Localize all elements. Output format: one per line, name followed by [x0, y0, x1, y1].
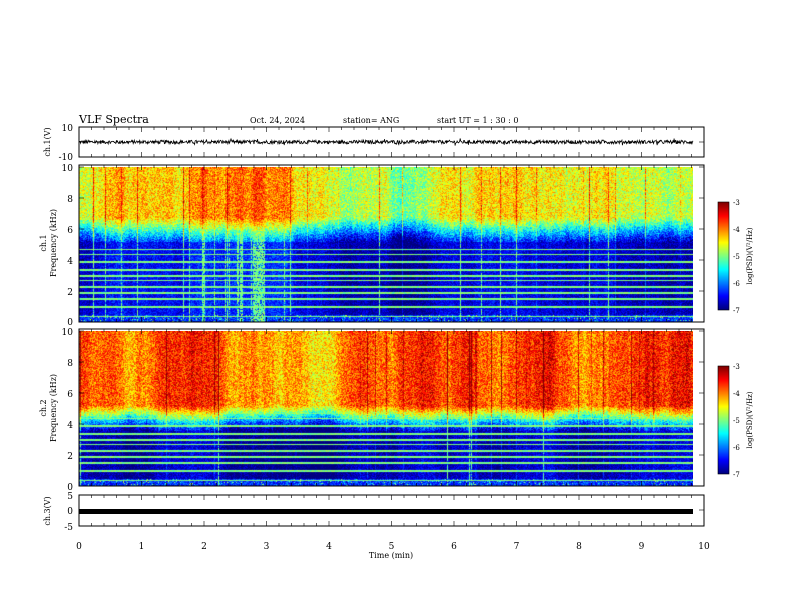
ch2-spectrogram-ylabel: Frequency (kHz) [49, 374, 58, 442]
ch1-colorbar-label: log(PSD)(V²/Hz) [746, 227, 754, 284]
ch2-cb-tick-m6: -6 [733, 444, 740, 452]
figure-title: VLF Spectra [78, 113, 149, 126]
ch3-waveform-ylabel: ch.3(V) [43, 496, 52, 525]
ch1-freq-tick-2: 2 [67, 288, 73, 298]
ch3-ytick-mid: 0 [67, 507, 73, 517]
ch2-colorbar [718, 366, 729, 474]
ch1-spectrogram-yticks: 0 2 4 6 8 10 [62, 164, 74, 328]
ch3-ytick-bottom: -5 [64, 523, 73, 533]
xtick-10: 10 [698, 542, 710, 552]
xtick-7: 7 [514, 542, 520, 552]
xtick-0: 0 [76, 542, 82, 552]
xtick-1: 1 [139, 542, 145, 552]
header-start-time: start UT = 1 : 30 : 0 [437, 116, 518, 125]
ch2-cb-tick-m7: -7 [733, 471, 740, 479]
ch3-waveform-panel: 5 0 -5 ch.3(V) [43, 492, 705, 533]
ch1-ytick-bottom: -10 [59, 153, 74, 163]
xtick-2: 2 [201, 542, 207, 552]
ch2-spectrogram-panel: 0 2 4 6 8 10 ch.2 Frequency (kHz) -3 -4 … [39, 328, 754, 493]
x-axis: 0 1 2 3 4 5 6 7 8 9 10 Time (min) [76, 542, 710, 560]
xtick-4: 4 [326, 542, 332, 552]
ch2-colorbar-frame [717, 365, 730, 475]
ch1-freq-tick-10: 10 [62, 164, 74, 174]
ch2-freq-tick-10: 10 [62, 328, 74, 338]
xtick-3: 3 [264, 542, 270, 552]
ch1-waveform-ylabel: ch.1(V) [43, 127, 52, 156]
ch1-colorbar-frame [717, 201, 730, 311]
ch1-cb-tick-m7: -7 [733, 307, 740, 315]
ch1-waveform-trace [78, 137, 694, 146]
ch1-spectrogram-image [79, 167, 693, 322]
xtick-8: 8 [576, 542, 582, 552]
ch2-colorbar-label: log(PSD)(V²/Hz) [746, 391, 754, 448]
ch2-cb-tick-m5: -5 [733, 417, 740, 425]
header-date: Oct. 24, 2024 [250, 116, 305, 125]
xtick-5: 5 [389, 542, 395, 552]
ch2-spectrogram-ticks [78, 329, 705, 487]
ch2-freq-tick-4: 4 [67, 421, 73, 431]
ch1-waveform-xticks [78, 127, 705, 157]
ch1-spectrogram-ylabel: Frequency (kHz) [49, 209, 58, 277]
ch1-spectrogram-ticks [78, 165, 705, 323]
ch1-cb-tick-m4: -4 [733, 226, 740, 234]
ch1-cb-tick-m6: -6 [733, 280, 740, 288]
ch1-colorbar [718, 202, 729, 310]
ch1-spectrogram-panel: 0 2 4 6 8 10 ch.1 Frequency (kHz) -3 -4 … [39, 164, 754, 328]
ch1-cb-tick-m5: -5 [733, 253, 740, 261]
x-axis-label: Time (min) [369, 551, 413, 560]
ch2-cb-tick-m4: -4 [733, 390, 740, 398]
ch3-waveform-xticks [78, 495, 705, 526]
ch2-cb-tick-m3: -3 [733, 363, 740, 371]
ch1-cb-tick-m3: -3 [733, 199, 740, 207]
ch2-spectrogram-ylabel-channel: ch.2 [39, 399, 48, 416]
ch1-waveform-panel: 10 -10 ch.1(V) [43, 124, 705, 163]
ch2-spectrogram-image [79, 331, 693, 486]
ch2-freq-tick-6: 6 [67, 390, 73, 400]
ch1-spectrogram-ylabel-channel: ch.1 [39, 234, 48, 251]
ch2-freq-tick-8: 8 [67, 359, 73, 369]
ch1-freq-tick-8: 8 [67, 195, 73, 205]
ch1-freq-tick-4: 4 [67, 257, 73, 267]
xtick-6: 6 [451, 542, 457, 552]
ch3-ytick-top: 5 [67, 492, 73, 502]
ch2-freq-tick-0: 0 [67, 483, 73, 493]
header-station: station= ANG [343, 116, 399, 125]
ch1-freq-tick-0: 0 [67, 318, 73, 328]
ch3-waveform-trace [79, 509, 693, 514]
ch1-ytick-top: 10 [62, 124, 74, 134]
ch1-freq-tick-6: 6 [67, 226, 73, 236]
xtick-9: 9 [639, 542, 645, 552]
ch2-freq-tick-2: 2 [67, 452, 73, 462]
